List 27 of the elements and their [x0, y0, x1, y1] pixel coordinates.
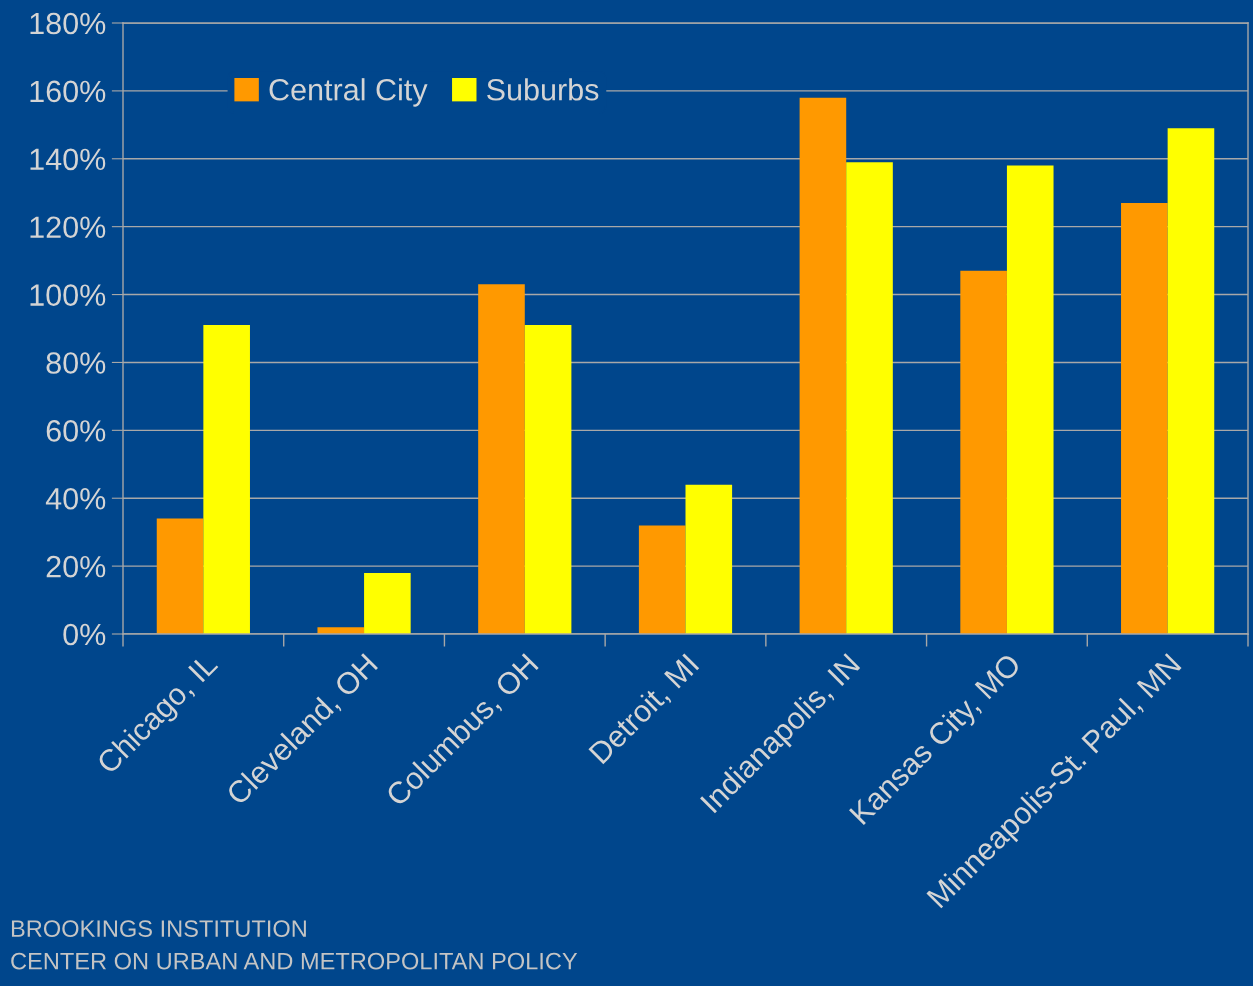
- text: CENTER ON URBAN AND METROPOLITAN POLICY: [11, 952, 578, 970]
- bar: [846, 162, 893, 634]
- bar: [478, 284, 525, 634]
- bar: [203, 325, 250, 634]
- bar: [638, 525, 686, 634]
- y-tick-label: 80%: [46, 352, 106, 374]
- y-tick-label: 180%: [30, 12, 106, 35]
- bar: [685, 484, 733, 634]
- text: BROOKINGS INSTITUTION: [11, 920, 306, 937]
- bar: [364, 572, 411, 634]
- bar: [1121, 202, 1168, 634]
- y-tick-label: 140%: [30, 148, 106, 171]
- y-tick-label: 160%: [30, 80, 106, 103]
- bar: [524, 325, 572, 634]
- y-tick-label: 120%: [30, 216, 106, 239]
- bar: [156, 518, 204, 634]
- y-tick-label: 0%: [63, 623, 106, 646]
- bar: [1006, 165, 1054, 634]
- legend-label: Suburbs: [487, 78, 599, 101]
- y-tick-label: 40%: [45, 487, 106, 510]
- y-tick-label: 20%: [46, 555, 106, 578]
- y-tick-label: 60%: [46, 420, 106, 442]
- bar: [799, 97, 847, 634]
- bar: [1167, 128, 1215, 634]
- bar: [960, 270, 1007, 634]
- legend-label: Central City: [269, 78, 428, 107]
- y-tick-label: 100%: [30, 284, 106, 306]
